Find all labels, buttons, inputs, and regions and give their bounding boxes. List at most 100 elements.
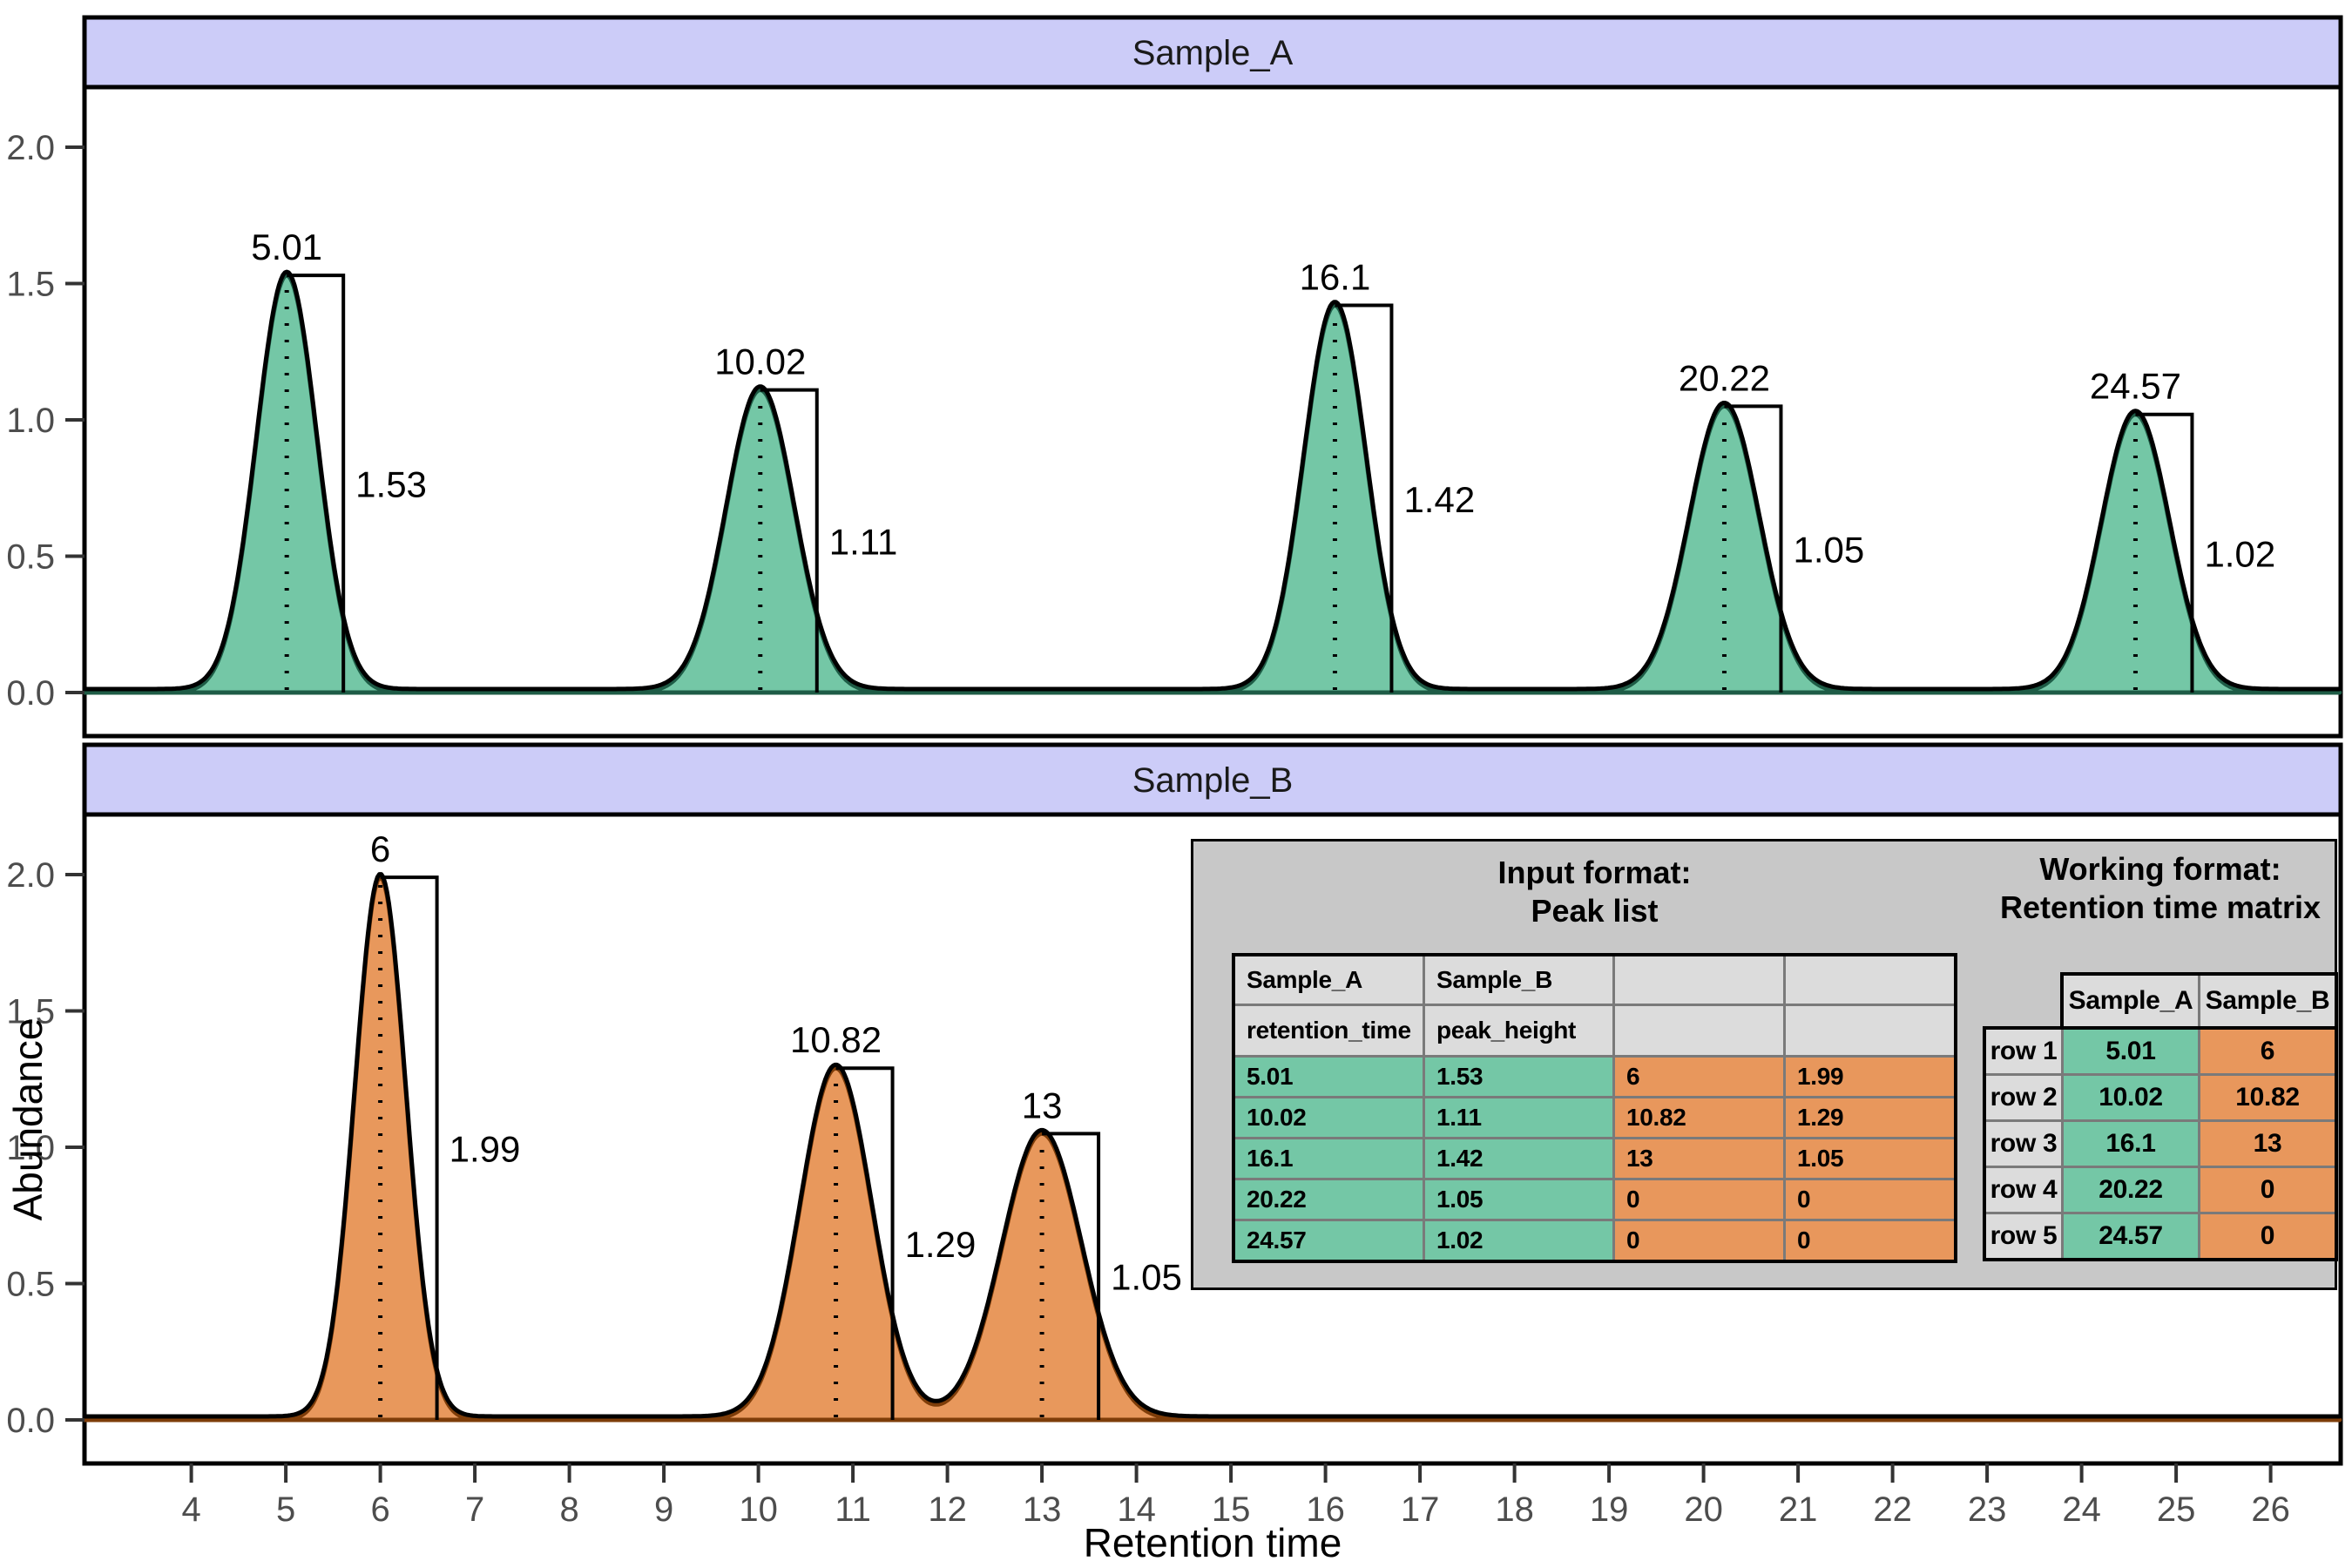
peak-height-bracket bbox=[760, 388, 819, 693]
y-tick-label: 0.0 bbox=[6, 674, 55, 713]
facet-strip-label: Sample_A bbox=[1132, 34, 1294, 72]
peak-list-cell-r2c3: 1.05 bbox=[1786, 1139, 1954, 1178]
rt-matrix-col-header-1: Sample_B bbox=[2200, 976, 2335, 1026]
rt-matrix-row-header-0: row 1 bbox=[1986, 1030, 2061, 1073]
x-tick-label: 18 bbox=[1495, 1490, 1534, 1529]
x-tick-label: 10 bbox=[739, 1490, 778, 1529]
peak-list-cell-r1c0: 10.02 bbox=[1235, 1098, 1423, 1137]
rt-matrix-title: Working format: Retention time matrix bbox=[1983, 850, 2338, 927]
peak-list-cell-r0c3: 1.99 bbox=[1786, 1058, 1954, 1096]
peak-list-cell-r2c0: 16.1 bbox=[1235, 1139, 1423, 1178]
peak-rt-label: 6 bbox=[370, 828, 390, 869]
rt-matrix-cell-r1c1: 10.82 bbox=[2200, 1076, 2335, 1119]
peak-list-title: Input format: Peak list bbox=[1232, 854, 1957, 930]
peak-line bbox=[82, 269, 2342, 692]
peak-height-bracket bbox=[1335, 303, 1394, 693]
rt-matrix-cell-r4c0: 24.57 bbox=[2064, 1214, 2198, 1258]
x-tick-label: 26 bbox=[2251, 1490, 2290, 1529]
y-axis-title: Abundance bbox=[5, 1018, 51, 1221]
peak-list-title-line1: Input format: bbox=[1497, 855, 1692, 890]
y-tick-label: 0.0 bbox=[6, 1402, 55, 1440]
peak-height-label: 1.11 bbox=[829, 521, 898, 562]
y-tick-label: 0.5 bbox=[6, 538, 55, 577]
x-tick-label: 16 bbox=[1306, 1490, 1345, 1529]
peak-height-bracket bbox=[1042, 1132, 1101, 1420]
y-tick-label: 2.0 bbox=[6, 856, 55, 895]
peak-rt-label: 13 bbox=[1022, 1085, 1063, 1125]
peak-area bbox=[82, 875, 2342, 1423]
peak-height-bracket bbox=[380, 875, 439, 1420]
peak-height-bracket bbox=[2135, 412, 2194, 693]
x-tick-label: 5 bbox=[276, 1490, 295, 1529]
peak-list-cell-r3c2: 0 bbox=[1615, 1180, 1783, 1219]
peak-list-header-cell-r1c2 bbox=[1615, 1006, 1783, 1055]
peak-height-bracket bbox=[835, 1066, 895, 1420]
x-tick-label: 23 bbox=[1968, 1490, 2007, 1529]
x-tick-label: 6 bbox=[370, 1490, 389, 1529]
facet-strip bbox=[82, 742, 2343, 817]
x-tick-label: 4 bbox=[181, 1490, 200, 1529]
rt-matrix-row-header-3: row 4 bbox=[1986, 1168, 2061, 1212]
peak-list-header-cell-r0c2 bbox=[1615, 956, 1783, 1004]
peak-line bbox=[82, 872, 2342, 1419]
peak-list-table: Sample_A Sample_B retention_time peak_heigh… bbox=[1232, 953, 1957, 1263]
peak-rt-label: 16.1 bbox=[1300, 257, 1371, 298]
rt-matrix-title-line1: Working format: bbox=[2039, 851, 2281, 887]
rt-matrix-title-line2: Retention time matrix bbox=[1999, 889, 2322, 925]
y-tick-label: 0.5 bbox=[6, 1266, 55, 1304]
facet-strip-label: Sample_B bbox=[1132, 761, 1294, 800]
peak-list-cell-r2c2: 13 bbox=[1615, 1139, 1783, 1178]
facet-strip bbox=[82, 15, 2343, 90]
peak-list-cell-r3c1: 1.05 bbox=[1425, 1180, 1612, 1219]
x-tick-label: 14 bbox=[1117, 1490, 1156, 1529]
peak-list-cell-r0c1: 1.53 bbox=[1425, 1058, 1612, 1096]
peak-rt-label: 10.02 bbox=[714, 341, 806, 382]
x-tick-label: 19 bbox=[1590, 1490, 1629, 1529]
x-tick-label: 8 bbox=[559, 1490, 578, 1529]
peak-list-cell-r0c0: 5.01 bbox=[1235, 1058, 1423, 1096]
peak-list-cell-r1c2: 10.82 bbox=[1615, 1098, 1783, 1137]
rt-matrix-cell-r2c1: 13 bbox=[2200, 1122, 2335, 1166]
y-tick-label: 1.0 bbox=[6, 1129, 55, 1167]
peak-rt-label: 10.82 bbox=[790, 1019, 882, 1060]
x-tick-label: 12 bbox=[928, 1490, 967, 1529]
peak-list-cell-r1c3: 1.29 bbox=[1786, 1098, 1954, 1137]
peak-list-cell-r4c0: 24.57 bbox=[1235, 1221, 1423, 1260]
peak-list-header-cell-r0c1: Sample_B bbox=[1425, 956, 1612, 1004]
x-tick-label: 20 bbox=[1684, 1490, 1723, 1529]
peak-area bbox=[82, 273, 2342, 695]
x-tick-label: 25 bbox=[2157, 1490, 2196, 1529]
peak-height-label: 1.02 bbox=[2204, 533, 2275, 574]
peak-list-cell-r0c2: 6 bbox=[1615, 1058, 1783, 1096]
info-box: Input format: Peak list Sample_A Sample_B… bbox=[1191, 839, 2338, 1290]
rt-matrix-row-header-2: row 3 bbox=[1986, 1122, 2061, 1166]
peak-height-label: 1.05 bbox=[1111, 1257, 1182, 1298]
peak-list-cell-r3c0: 20.22 bbox=[1235, 1180, 1423, 1219]
peak-list-header-cell-r1c0: retention_time bbox=[1235, 1006, 1423, 1055]
panel-background bbox=[82, 84, 2343, 739]
x-axis-title: Retention time bbox=[1084, 1520, 1342, 1565]
x-tick-label: 13 bbox=[1023, 1490, 1062, 1529]
peak-height-label: 1.99 bbox=[449, 1129, 521, 1170]
peak-list-header-cell-r0c3 bbox=[1786, 956, 1954, 1004]
peak-rt-label: 5.01 bbox=[251, 226, 322, 267]
x-tick-label: 15 bbox=[1212, 1490, 1251, 1529]
rt-matrix-body: row 1 5.01 6 row 2 10.02 10.82 row 3 16.1 13 row … bbox=[1983, 1026, 2338, 1261]
y-tick-label: 1.5 bbox=[6, 266, 55, 304]
peak-list-header-cell-r1c3 bbox=[1786, 1006, 1954, 1055]
rt-matrix-row-header-1: row 2 bbox=[1986, 1076, 2061, 1119]
rt-matrix-cell-r4c1: 0 bbox=[2200, 1214, 2335, 1258]
rt-matrix-cell-r1c0: 10.02 bbox=[2064, 1076, 2198, 1119]
rt-matrix-cell-r0c1: 6 bbox=[2200, 1030, 2335, 1073]
peak-list-header-cell-r0c0: Sample_A bbox=[1235, 956, 1423, 1004]
peak-list-cell-r3c3: 0 bbox=[1786, 1180, 1954, 1219]
peak-list-cell-r1c1: 1.11 bbox=[1425, 1098, 1612, 1137]
peak-rt-label: 24.57 bbox=[2090, 366, 2181, 407]
peak-height-bracket bbox=[1724, 404, 1783, 693]
peak-height-label: 1.42 bbox=[1403, 479, 1475, 520]
y-tick-label: 1.0 bbox=[6, 402, 55, 440]
y-tick-label: 2.0 bbox=[6, 129, 55, 167]
x-tick-label: 11 bbox=[835, 1490, 871, 1529]
